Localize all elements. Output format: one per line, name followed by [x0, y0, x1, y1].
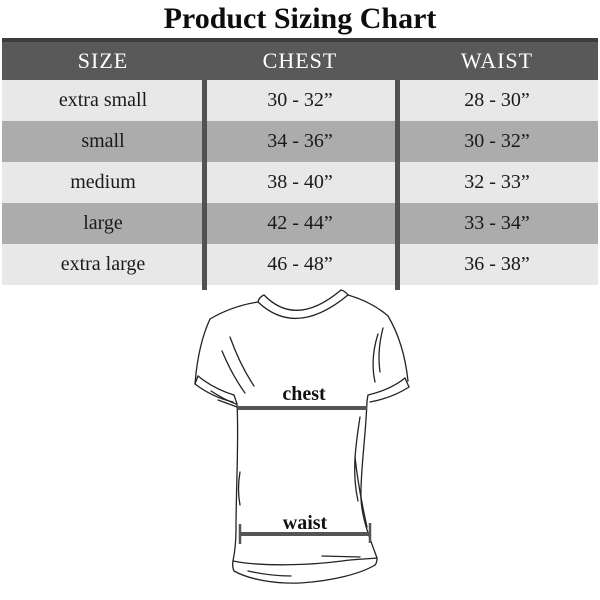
waist-cell: 30 - 32” [464, 130, 530, 152]
tshirt-right-sleeve [366, 315, 410, 403]
table-row: large 42 - 44” 33 - 34” [2, 203, 598, 244]
table-row: extra large 46 - 48” 36 - 38” [2, 244, 598, 285]
column-divider [395, 80, 400, 290]
waist-label: waist [283, 512, 328, 534]
chest-cell: 42 - 44” [267, 212, 333, 234]
table-row: small 34 - 36” 30 - 32” [2, 121, 598, 162]
chest-cell: 38 - 40” [267, 171, 333, 193]
size-cell: medium [70, 171, 136, 193]
chest-cell: 46 - 48” [267, 253, 333, 275]
tshirt-collar [257, 289, 349, 320]
waist-cell: 36 - 38” [464, 253, 530, 275]
waist-cell: 33 - 34” [464, 212, 530, 234]
table-row: extra small 30 - 32” 28 - 30” [2, 80, 598, 121]
header-cell-chest: CHEST [262, 48, 338, 73]
size-cell: extra small [58, 89, 148, 111]
tshirt-body [232, 400, 378, 562]
tshirt-shoulders [209, 294, 389, 320]
column-divider [202, 80, 207, 290]
table-header-row: SIZE CHEST WAIST [2, 38, 598, 80]
size-cell: small [81, 130, 125, 152]
size-cell: extra large [60, 253, 146, 275]
header-cell-size: SIZE [77, 48, 129, 73]
tshirt-hem [232, 555, 378, 584]
page-title: Product Sizing Chart [163, 2, 437, 35]
header-cell-waist: WAIST [460, 48, 534, 73]
size-cell: large [83, 212, 123, 234]
tshirt-outline [194, 289, 410, 584]
tshirt-diagram: chest waist [194, 289, 410, 584]
chest-cell: 34 - 36” [267, 130, 333, 152]
table-row: medium 38 - 40” 32 - 33” [2, 162, 598, 203]
tshirt-left-sleeve [194, 318, 255, 408]
chest-label: chest [282, 383, 326, 405]
waist-cell: 32 - 33” [464, 171, 530, 193]
chest-cell: 30 - 32” [267, 89, 333, 111]
waist-cell: 28 - 30” [464, 89, 530, 111]
table-body: extra small 30 - 32” 28 - 30” small 34 -… [2, 80, 598, 290]
sizing-table: SIZE CHEST WAIST extra small 30 - 32” 28… [2, 38, 598, 290]
